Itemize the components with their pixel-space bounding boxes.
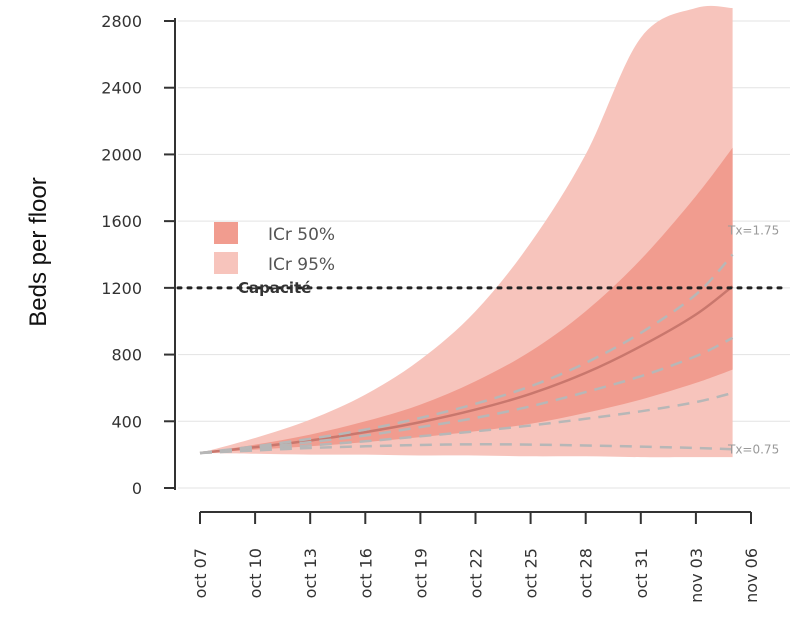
x-tick-label-8: oct 31 xyxy=(632,548,651,598)
x-tick-label-10: nov 06 xyxy=(742,548,761,603)
x-tick-label-9: nov 03 xyxy=(687,548,706,603)
band-icr50 xyxy=(200,147,733,454)
x-tick-label-6: oct 25 xyxy=(522,548,541,598)
band-icr50-area xyxy=(200,147,733,454)
y-tick-label-1: 400 xyxy=(111,412,142,431)
y-tick-label-3: 1200 xyxy=(101,279,142,298)
y-tick-label-4: 1600 xyxy=(101,212,142,231)
x-tick-label-4: oct 19 xyxy=(411,548,430,598)
legend: ICr 50% ICr 95% xyxy=(214,222,335,275)
legend-swatch-0 xyxy=(214,222,238,244)
scenario-line-1 xyxy=(199,253,734,455)
x-tick-label-1: oct 10 xyxy=(246,548,265,598)
annotation-0: Tx=1.75 xyxy=(727,224,779,238)
y-tick-label-7: 2800 xyxy=(101,12,142,31)
y-tick-label-6: 2400 xyxy=(101,79,142,98)
x-tick-label-3: oct 16 xyxy=(356,548,375,598)
legend-swatch-1 xyxy=(214,252,238,274)
legend-label-1: ICr 95% xyxy=(268,255,335,275)
x-tick-label-5: oct 22 xyxy=(467,548,486,598)
scenario-line-2 xyxy=(199,336,734,455)
x-tick-label-0: oct 07 xyxy=(191,548,210,598)
legend-label-0: ICr 50% xyxy=(268,225,335,245)
annotation-1: Tx=0.75 xyxy=(727,442,779,456)
annotations: Tx=1.75 Tx=0.75 xyxy=(727,224,779,457)
y-axis-label: Beds per floor xyxy=(25,177,52,326)
x-tick-label-7: oct 28 xyxy=(577,548,596,598)
series-lines xyxy=(199,253,734,455)
median-line xyxy=(199,285,734,455)
axes: 0 400 800 1200 1600 2000 2400 2800 oct 07 oct 10 o… xyxy=(101,12,761,603)
x-tick-label-2: oct 13 xyxy=(301,548,320,598)
y-tick-label-2: 800 xyxy=(111,346,142,365)
y-tick-label-0: 0 xyxy=(132,479,142,498)
capacity-line-group: Capacité xyxy=(176,279,784,297)
y-tick-label-5: 2000 xyxy=(101,145,142,164)
capacity-label: Capacité xyxy=(238,279,311,297)
